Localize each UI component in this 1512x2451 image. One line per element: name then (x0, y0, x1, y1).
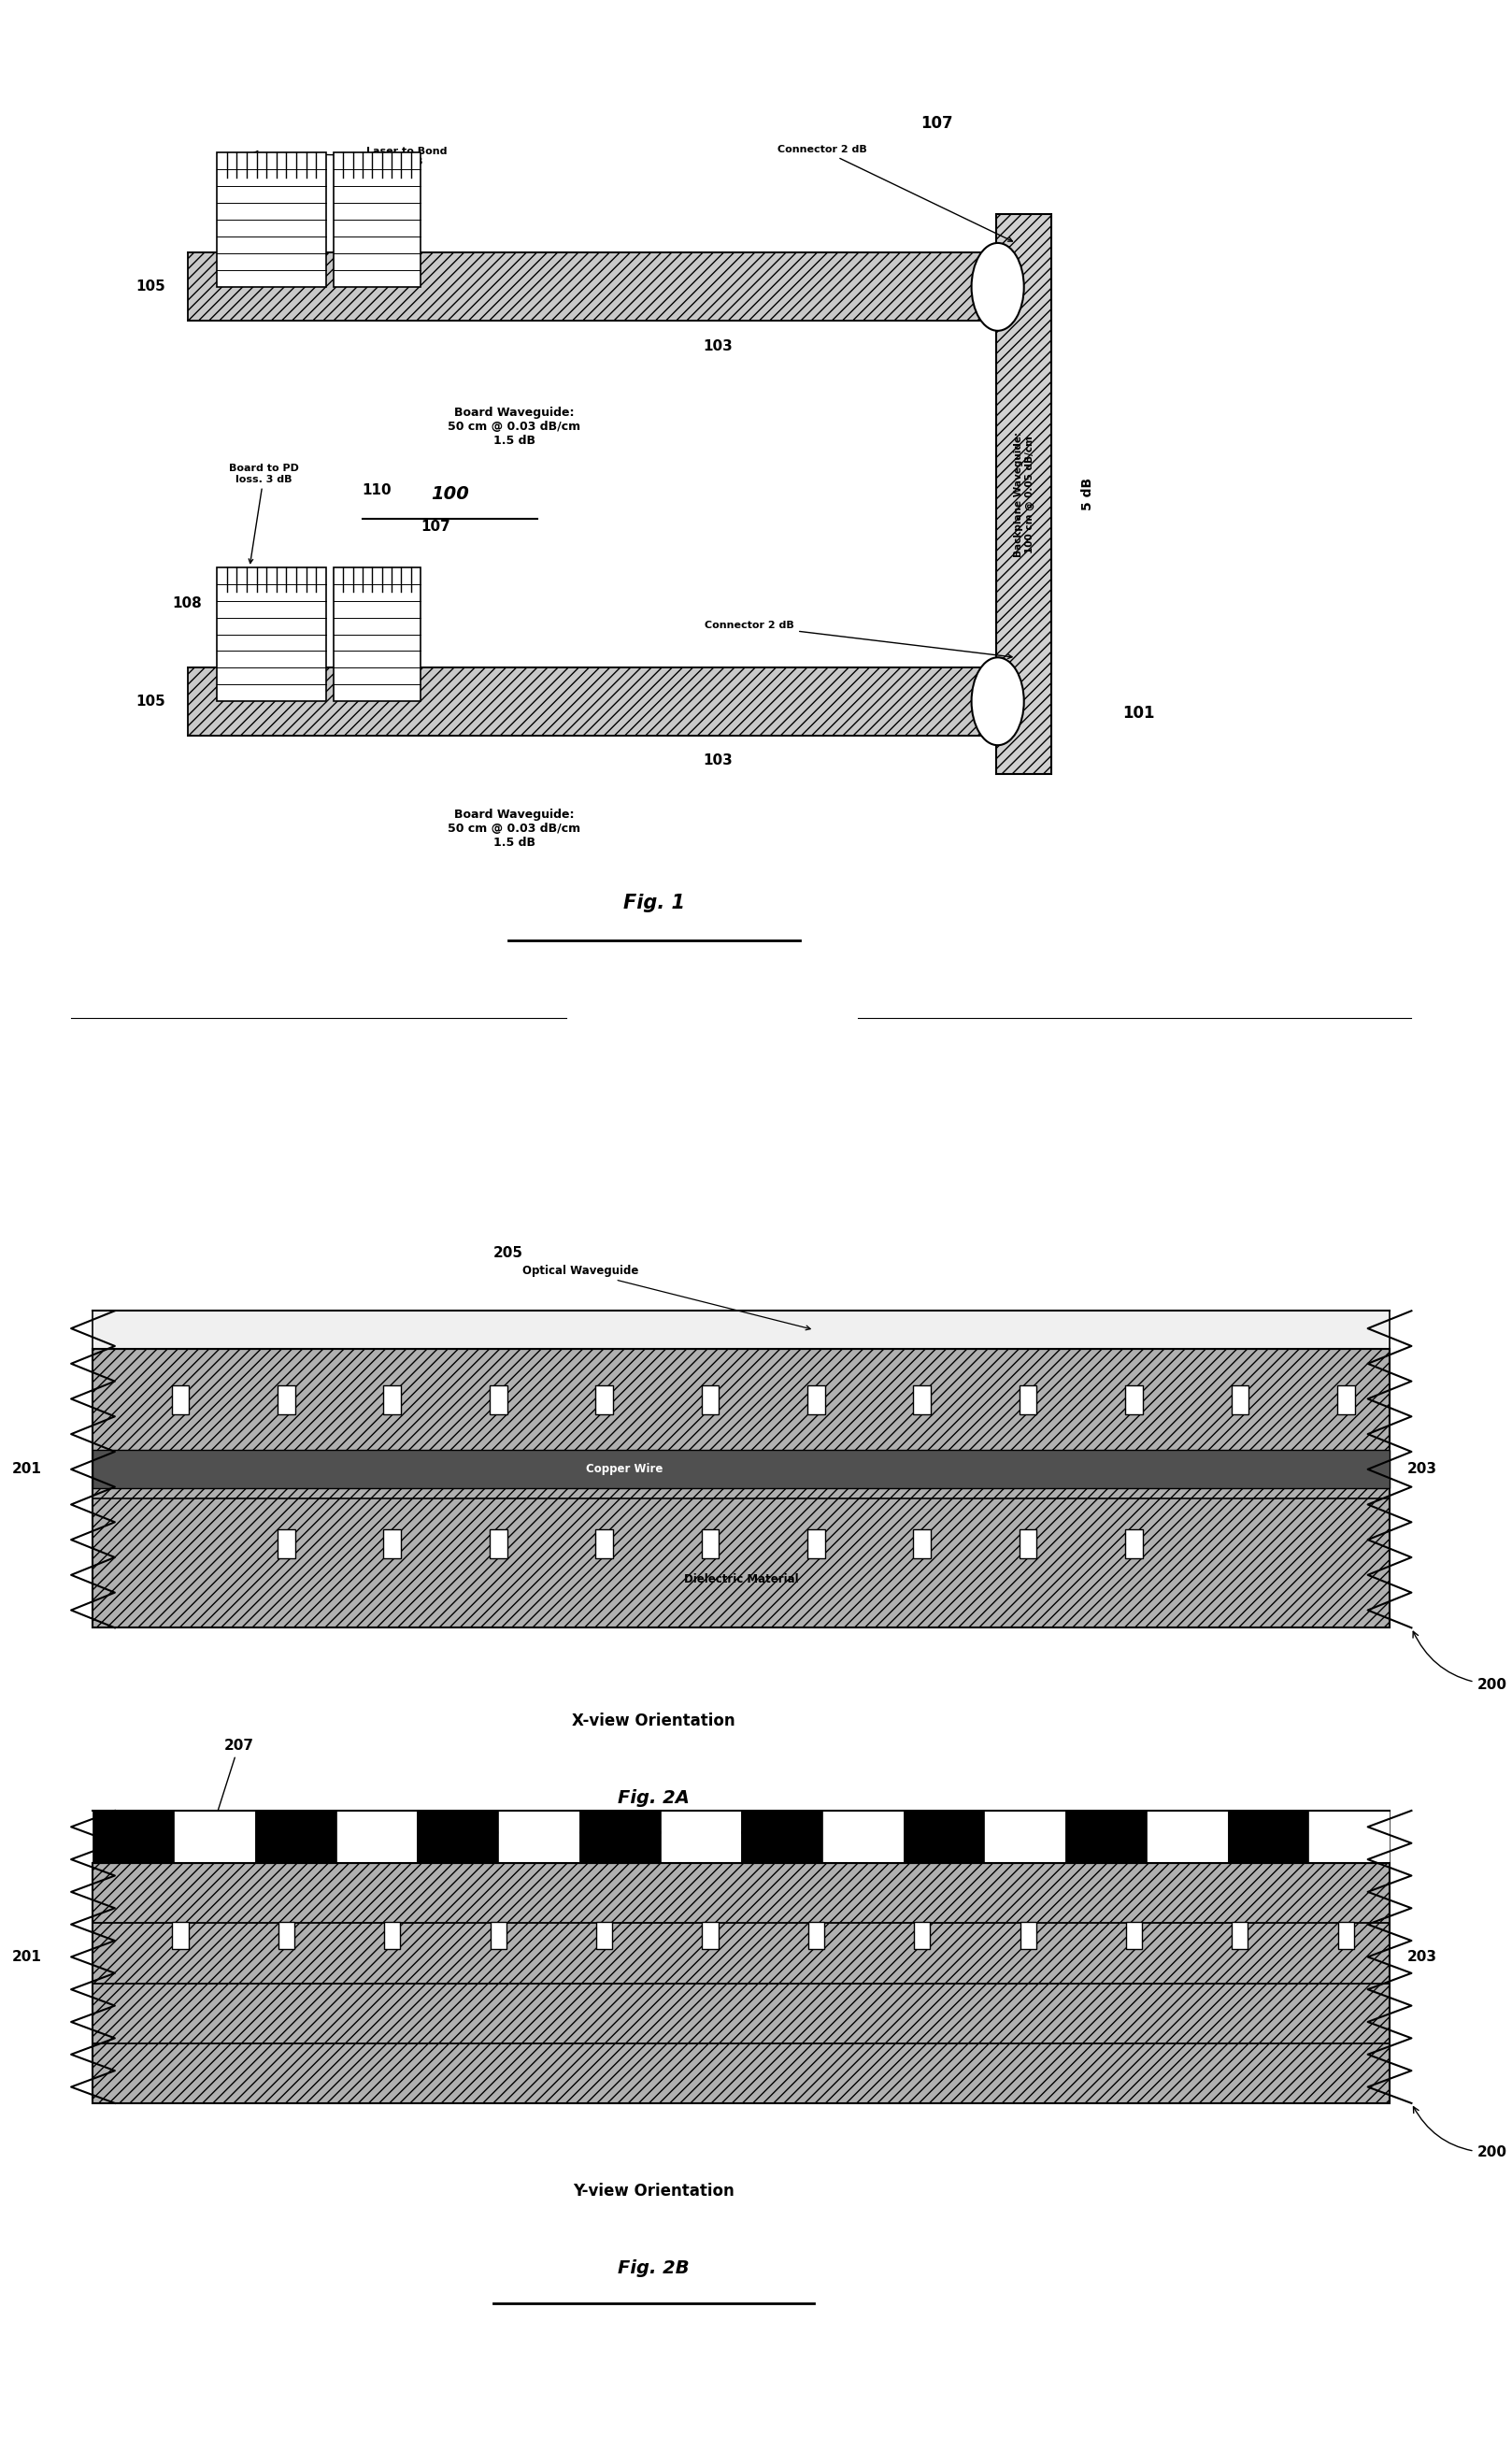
Bar (596, 1529, 612, 1559)
Bar (92, 1863, 1390, 2103)
Bar (1126, 1922, 1142, 1949)
Text: Dielectric Material: Dielectric Material (683, 1574, 798, 1586)
Bar (92, 1348, 1390, 1627)
Bar (1338, 1922, 1353, 1949)
Bar (1308, 1811, 1390, 1863)
Text: 200: 200 (1414, 1632, 1507, 1691)
Text: Copper Wire: Copper Wire (587, 1463, 664, 1476)
Text: Connector 2 dB: Connector 2 dB (777, 145, 1013, 240)
Bar (903, 1811, 984, 1863)
Text: Board to PD
loss. 3 dB: Board to PD loss. 3 dB (230, 463, 299, 564)
Text: 205: 205 (493, 1245, 523, 1260)
Bar (174, 1811, 256, 1863)
Text: 112: 112 (363, 184, 392, 196)
Bar (92, 1811, 174, 1863)
Bar (490, 1529, 507, 1559)
Bar (596, 1385, 612, 1414)
Text: 203: 203 (1408, 1951, 1436, 1963)
Bar (661, 1811, 741, 1863)
Text: 107: 107 (921, 115, 953, 132)
Bar (1066, 1811, 1146, 1863)
Text: 108: 108 (172, 596, 203, 610)
Bar (1337, 1385, 1355, 1414)
Bar (490, 1922, 507, 1949)
Circle shape (972, 243, 1024, 331)
Bar (1021, 1922, 1036, 1949)
Bar (187, 667, 1004, 735)
Bar (984, 1811, 1066, 1863)
Text: Laser to Bond
loss. 3 dB: Laser to Bond loss. 3 dB (254, 147, 448, 167)
Text: 200: 200 (1414, 2108, 1507, 2159)
Text: 5 dB: 5 dB (1081, 478, 1095, 510)
Bar (1019, 1385, 1037, 1414)
Text: 105: 105 (136, 694, 166, 708)
Text: 110: 110 (363, 483, 392, 498)
Bar (1125, 1529, 1143, 1559)
Bar (172, 1922, 189, 1949)
Bar (913, 1529, 931, 1559)
Bar (579, 1811, 661, 1863)
Bar (1146, 1811, 1228, 1863)
Bar (497, 1811, 579, 1863)
Bar (915, 1922, 930, 1949)
Text: 114: 114 (230, 184, 259, 196)
Bar (1231, 1385, 1249, 1414)
Bar (823, 1811, 903, 1863)
Text: X-view Orientation: X-view Orientation (572, 1713, 735, 1728)
Bar (596, 1922, 612, 1949)
Text: Connector 2 dB: Connector 2 dB (705, 620, 1012, 659)
Text: 201: 201 (12, 1951, 42, 1963)
Bar (333, 152, 420, 287)
Text: 201: 201 (12, 1463, 42, 1476)
Text: 103: 103 (703, 752, 733, 767)
Text: Fig. 2B: Fig. 2B (618, 2260, 689, 2277)
Bar (702, 1529, 718, 1559)
Circle shape (972, 657, 1024, 745)
Bar (807, 1385, 826, 1414)
Bar (490, 1385, 507, 1414)
Bar (807, 1529, 826, 1559)
Bar (384, 1922, 401, 1949)
Text: 100: 100 (431, 485, 469, 502)
Bar (92, 1311, 1390, 1348)
Bar (187, 252, 1004, 321)
Bar (741, 1811, 823, 1863)
Bar (278, 1385, 295, 1414)
Bar (1228, 1811, 1308, 1863)
Bar (996, 213, 1052, 775)
Bar (384, 1385, 401, 1414)
Text: Backplane Waveguide:
100 cm @ 0.05 dB/cm: Backplane Waveguide: 100 cm @ 0.05 dB/cm (1013, 431, 1034, 556)
Bar (92, 1451, 1390, 1488)
Text: 105: 105 (136, 279, 166, 294)
Bar (913, 1385, 931, 1414)
Text: 207: 207 (210, 1738, 254, 1833)
Bar (278, 1529, 295, 1559)
Bar (384, 1529, 401, 1559)
Text: Y-view Orientation: Y-view Orientation (573, 2184, 735, 2199)
Text: Optical Waveguide: Optical Waveguide (523, 1265, 810, 1331)
Text: Fig. 1: Fig. 1 (623, 895, 685, 912)
Bar (172, 1385, 189, 1414)
Bar (256, 1811, 336, 1863)
Bar (417, 1811, 497, 1863)
Bar (278, 1922, 295, 1949)
Text: Fig. 2A: Fig. 2A (618, 1789, 689, 1806)
Text: 101: 101 (1123, 706, 1155, 723)
Bar (1232, 1922, 1247, 1949)
Text: Board Waveguide:
50 cm @ 0.03 dB/cm
1.5 dB: Board Waveguide: 50 cm @ 0.03 dB/cm 1.5 … (448, 809, 581, 848)
Bar (807, 1922, 824, 1949)
Bar (1019, 1529, 1037, 1559)
Bar (1125, 1385, 1143, 1414)
Text: 107: 107 (420, 520, 451, 534)
Bar (336, 1811, 417, 1863)
Bar (702, 1385, 718, 1414)
Text: 203: 203 (1408, 1463, 1436, 1476)
Text: Board Waveguide:
50 cm @ 0.03 dB/cm
1.5 dB: Board Waveguide: 50 cm @ 0.03 dB/cm 1.5 … (448, 407, 581, 446)
Bar (702, 1922, 718, 1949)
Text: 103: 103 (703, 338, 733, 353)
Bar (216, 152, 327, 287)
Bar (333, 566, 420, 701)
Bar (216, 566, 327, 701)
